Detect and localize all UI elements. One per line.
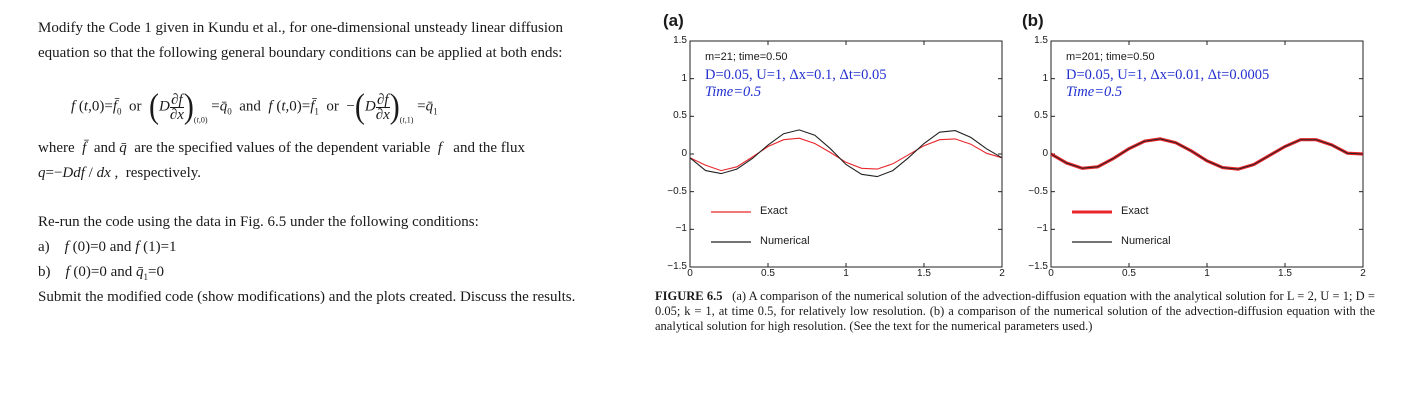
panel-info: m=201; time=0.50 [1066, 51, 1155, 63]
y-tick-label: −1.5 [667, 261, 687, 272]
x-tick-label: 2 [999, 268, 1005, 279]
y-tick-label: 1.5 [1034, 35, 1048, 46]
x-tick-label: 0 [687, 268, 693, 279]
x-tick-label: 1.5 [917, 268, 931, 279]
y-tick-label: 0.5 [673, 110, 687, 122]
x-tick-label: 2 [1360, 268, 1366, 279]
x-tick-label: 1 [843, 268, 849, 279]
y-tick-label: −1 [1036, 223, 1048, 235]
problem-line-1: Modify the Code 1 given in Kundu et al.,… [38, 20, 564, 36]
boundary-conditions-equation: f (t,0)=f̄0 or (D ∂f ∂x)(t,0) =q̄0 and f (… [71, 87, 438, 126]
y-tick-label: 0 [1042, 148, 1048, 159]
y-tick-label: 0.5 [1034, 110, 1048, 122]
y-tick-label: 1 [681, 72, 687, 84]
plot-frame [1050, 40, 1364, 268]
y-tick-label: −1 [675, 223, 687, 235]
submit-instruction: Submit the modified code (show modificat… [38, 289, 576, 305]
x-tick-label: 0.5 [1122, 268, 1136, 279]
plot-frame [689, 40, 1003, 268]
y-tick-label: −0.5 [1028, 185, 1048, 197]
problem-line-2: equation so that the following general b… [38, 45, 563, 61]
x-tick-label: 1.5 [1278, 268, 1292, 279]
plot-area [1050, 40, 1364, 268]
panel-label: (b) [1022, 11, 1044, 30]
legend-exact-label: Exact [760, 205, 788, 217]
panel-time: Time=0.5 [705, 84, 762, 100]
where-line: where f̄ and q̄ are the specified values… [38, 140, 525, 156]
condition-b: b) f (0)=0 and q̄1=0 [38, 264, 164, 282]
y-tick-label: −1.5 [1028, 261, 1048, 272]
numerical-series-line [689, 129, 1003, 178]
figure-caption: FIGURE 6.5 (a) A comparison of the numer… [655, 289, 1375, 333]
panel-parameters: D=0.05, U=1, Δx=0.01, Δt=0.0005 [1066, 67, 1270, 83]
panel-label: (a) [663, 11, 684, 30]
y-tick-label: 0 [681, 148, 687, 159]
legend-exact-label: Exact [1121, 205, 1149, 217]
x-tick-label: 1 [1204, 268, 1210, 279]
flux-definition: q=−Ddf / dx , respectively. [38, 165, 202, 181]
plot-area [689, 40, 1003, 268]
panel-time: Time=0.5 [1066, 84, 1123, 100]
panel-parameters: D=0.05, U=1, Δx=0.1, Δt=0.05 [705, 67, 887, 83]
exact-series-line [689, 137, 1003, 172]
x-tick-label: 0.5 [761, 268, 775, 279]
legend-numerical-label: Numerical [1121, 235, 1171, 247]
y-tick-label: 1.5 [673, 35, 687, 46]
legend-numerical-label: Numerical [760, 235, 810, 247]
panel-info: m=21; time=0.50 [705, 51, 788, 63]
numerical-series-line [1050, 138, 1364, 170]
x-tick-label: 0 [1048, 268, 1054, 279]
rerun-instruction: Re-run the code using the data in Fig. 6… [38, 214, 479, 230]
y-tick-label: 1 [1042, 72, 1048, 84]
y-tick-label: −0.5 [667, 185, 687, 197]
condition-a: a) f (0)=0 and f (1)=1 [38, 239, 177, 255]
